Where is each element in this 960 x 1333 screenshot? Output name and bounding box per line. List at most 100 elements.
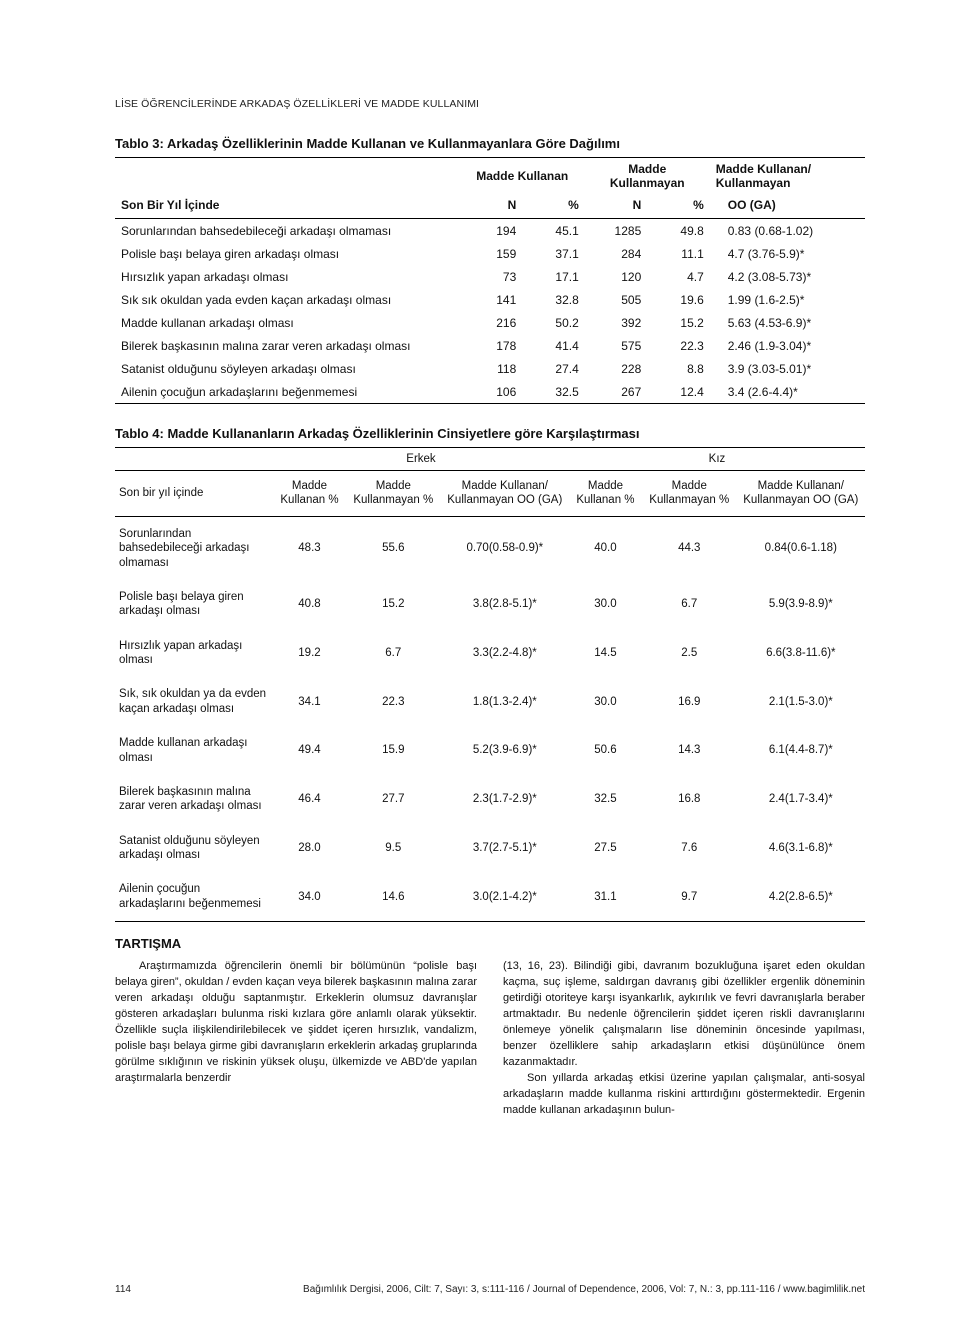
- t4-cell: 2.3(1.7-2.9)*: [441, 775, 569, 824]
- t3-cell: 45.1: [522, 219, 585, 243]
- running-header: LİSE ÖĞRENCİLERİNDE ARKADAŞ ÖZELLİKLERİ …: [115, 98, 865, 110]
- page-footer: 114 Bağımlılık Dergisi, 2006, Cilt: 7, S…: [115, 1284, 865, 1295]
- t4-cell: 40.8: [273, 580, 346, 629]
- t3-cell: 22.3: [647, 334, 710, 357]
- t4-col-4: Madde Kullanmayan %: [642, 471, 737, 517]
- t3-row-label: Bilerek başkasının malına zarar veren ar…: [115, 334, 460, 357]
- t3-cell: 106: [460, 380, 523, 404]
- t4-row-label: Hırsızlık yapan arkadaşı olması: [115, 629, 273, 678]
- footer-citation: Bağımlılık Dergisi, 2006, Cilt: 7, Sayı:…: [155, 1284, 865, 1295]
- t4-cell: 48.3: [273, 516, 346, 580]
- discussion-right-p0: (13, 16, 23). Bilindiği gibi, davranım b…: [503, 959, 865, 1071]
- t4-col-0: Madde Kullanan %: [273, 471, 346, 517]
- table-row: Sık, sık okuldan ya da evden kaçan arkad…: [115, 677, 865, 726]
- t3-cell: 27.4: [522, 357, 585, 380]
- t4-row-label: Bilerek başkasının malına zarar veren ar…: [115, 775, 273, 824]
- t3-row-label: Sık sık okuldan yada evden kaçan arkadaş…: [115, 288, 460, 311]
- t3-row-label: Madde kullanan arkadaşı olması: [115, 311, 460, 334]
- t3-cell: 73: [460, 265, 523, 288]
- t3-subh-3: %: [647, 194, 710, 219]
- t4-cell: 16.9: [642, 677, 737, 726]
- t3-cell: 159: [460, 242, 523, 265]
- t3-cell: 1.99 (1.6-2.5)*: [710, 288, 865, 311]
- t3-group-h3: Madde Kullanan/ Kullanmayan: [710, 158, 865, 195]
- table-row: Satanist olduğunu söyleyen arkadaşı olma…: [115, 824, 865, 873]
- t3-cell: 118: [460, 357, 523, 380]
- t4-cell: 31.1: [569, 872, 642, 921]
- t3-cell: 392: [585, 311, 648, 334]
- t4-cell: 3.0(2.1-4.2)*: [441, 872, 569, 921]
- t4-cell: 6.1(4.4-8.7)*: [737, 726, 865, 775]
- table4: Erkek Kız Son bir yıl içinde Madde Kulla…: [115, 447, 865, 922]
- t4-cell: 15.9: [346, 726, 441, 775]
- t4-cell: 27.5: [569, 824, 642, 873]
- t4-row-label: Satanist olduğunu söyleyen arkadaşı olma…: [115, 824, 273, 873]
- t4-cell: 46.4: [273, 775, 346, 824]
- t3-subh-2: N: [585, 194, 648, 219]
- t3-cell: 4.2 (3.08-5.73)*: [710, 265, 865, 288]
- t4-cell: 5.9(3.9-8.9)*: [737, 580, 865, 629]
- t4-cell: 4.2(2.8-6.5)*: [737, 872, 865, 921]
- t3-cell: 11.1: [647, 242, 710, 265]
- t3-cell: 1285: [585, 219, 648, 243]
- table-row: Madde kullanan arkadaşı olması21650.2392…: [115, 311, 865, 334]
- t4-cell: 14.3: [642, 726, 737, 775]
- t4-cell: 34.1: [273, 677, 346, 726]
- t4-row-label: Ailenin çocuğun arkadaşlarını beğenmemes…: [115, 872, 273, 921]
- t4-cell: 28.0: [273, 824, 346, 873]
- t3-cell: 37.1: [522, 242, 585, 265]
- t4-cell: 9.5: [346, 824, 441, 873]
- t3-cell: 2.46 (1.9-3.04)*: [710, 334, 865, 357]
- t3-cell: 0.83 (0.68-1.02): [710, 219, 865, 243]
- t4-super-0: Erkek: [273, 448, 569, 471]
- discussion-right-p1: Son yıllarda arkadaş etkisi üzerine yapı…: [503, 1071, 865, 1119]
- t3-cell: 267: [585, 380, 648, 404]
- t4-cell: 3.3(2.2-4.8)*: [441, 629, 569, 678]
- t4-cell: 55.6: [346, 516, 441, 580]
- t3-cell: 19.6: [647, 288, 710, 311]
- t4-row-label: Sorunlarından bahsedebileceği arkadaşı o…: [115, 516, 273, 580]
- t3-cell: 49.8: [647, 219, 710, 243]
- t4-cell: 2.1(1.5-3.0)*: [737, 677, 865, 726]
- page-number: 114: [115, 1284, 155, 1295]
- t3-row-label: Hırsızlık yapan arkadaşı olması: [115, 265, 460, 288]
- t4-col-5: Madde Kullanan/ Kullanmayan OO (GA): [737, 471, 865, 517]
- discussion-heading: TARTIŞMA: [115, 936, 865, 951]
- table-row: Bilerek başkasının malına zarar veren ar…: [115, 334, 865, 357]
- t4-cell: 0.84(0.6-1.18): [737, 516, 865, 580]
- t4-cell: 3.7(2.7-5.1)*: [441, 824, 569, 873]
- t3-cell: 12.4: [647, 380, 710, 404]
- table-row: Sorunlarından bahsedebileceği arkadaşı o…: [115, 219, 865, 243]
- table-row: Bilerek başkasının malına zarar veren ar…: [115, 775, 865, 824]
- t3-row-label: Sorunlarından bahsedebileceği arkadaşı o…: [115, 219, 460, 243]
- t3-cell: 32.8: [522, 288, 585, 311]
- t3-subh-left: Son Bir Yıl İçinde: [115, 194, 460, 219]
- table3-title: Tablo 3: Arkadaş Özelliklerinin Madde Ku…: [115, 136, 865, 151]
- t4-super-1: Kız: [569, 448, 865, 471]
- t4-cell: 19.2: [273, 629, 346, 678]
- discussion-body: Araştırmamızda öğrencilerin önemli bir b…: [115, 959, 865, 1118]
- t3-cell: 3.4 (2.6-4.4)*: [710, 380, 865, 404]
- t3-cell: 17.1: [522, 265, 585, 288]
- t4-cell: 44.3: [642, 516, 737, 580]
- t4-col-2: Madde Kullanan/ Kullanmayan OO (GA): [441, 471, 569, 517]
- t4-row-label: Madde kullanan arkadaşı olması: [115, 726, 273, 775]
- t3-cell: 505: [585, 288, 648, 311]
- t4-cell: 2.4(1.7-3.4)*: [737, 775, 865, 824]
- table-row: Hırsızlık yapan arkadaşı olması19.26.73.…: [115, 629, 865, 678]
- table-row: Sık sık okuldan yada evden kaçan arkadaş…: [115, 288, 865, 311]
- t3-subh-0: N: [460, 194, 523, 219]
- table4-title: Tablo 4: Madde Kullananların Arkadaş Öze…: [115, 426, 865, 441]
- t3-subh-4: OO (GA): [710, 194, 865, 219]
- table-row: Ailenin çocuğun arkadaşlarını beğenmemes…: [115, 380, 865, 404]
- t3-group-h2: Madde Kullanmayan: [585, 158, 710, 195]
- table-row: Polisle başı belaya giren arkadaşı olmas…: [115, 580, 865, 629]
- t3-row-label: Satanist olduğunu söyleyen arkadaşı olma…: [115, 357, 460, 380]
- t3-cell: 5.63 (4.53-6.9)*: [710, 311, 865, 334]
- t3-cell: 178: [460, 334, 523, 357]
- t4-col-left: Son bir yıl içinde: [115, 471, 273, 517]
- table-row: Satanist olduğunu söyleyen arkadaşı olma…: [115, 357, 865, 380]
- t4-cell: 30.0: [569, 580, 642, 629]
- t4-cell: 49.4: [273, 726, 346, 775]
- t3-cell: 284: [585, 242, 648, 265]
